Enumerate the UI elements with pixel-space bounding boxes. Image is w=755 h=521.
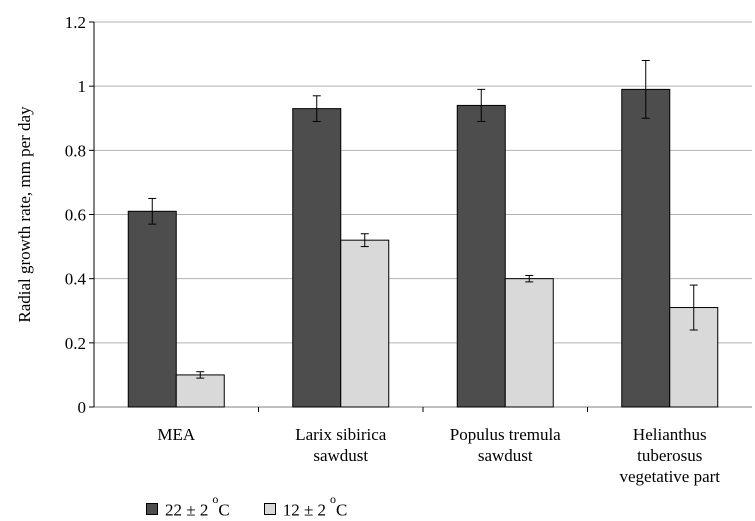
bar-2-3 (504, 278, 554, 408)
legend-item-series-1: 22 ± 2oC (146, 491, 230, 521)
legend: 22 ± 2oC 12 ± 2oC (146, 491, 381, 521)
category-label: Helianthus tuberosus vegetative part (619, 425, 720, 486)
y-tick-label: 0.8 (65, 141, 86, 160)
category-label-line: sawdust (478, 446, 533, 465)
category-label: Larix sibirica sawdust (295, 425, 387, 465)
error-bars (148, 60, 698, 379)
bar-2-1 (175, 374, 225, 408)
category-label: MEA (157, 425, 196, 444)
y-tick-label: 1.2 (65, 13, 86, 32)
category-label-line: MEA (157, 425, 196, 444)
legend-label-series-1: 22 ± 2oC (165, 491, 230, 520)
legend-label-series-2: 12 ± 2oC (282, 491, 348, 520)
bars (127, 88, 719, 408)
category-label-line: Populus tremula (450, 425, 561, 444)
category-label-line: tuberosus (637, 446, 702, 465)
category-label: Populus tremula sawdust (450, 425, 561, 465)
bar-1-3 (456, 104, 506, 408)
y-axis-label: Radial growth rate, mm per day (15, 106, 34, 323)
y-tick-label: 0.6 (65, 206, 86, 225)
y-tick-label: 0.2 (65, 334, 86, 353)
legend-item-series-2: 12 ± 2oC (263, 491, 348, 521)
category-label-line: Helianthus (633, 425, 707, 444)
category-label-line: sawdust (313, 446, 368, 465)
bar-1-1 (127, 210, 177, 408)
y-tick-label: 0.4 (65, 270, 87, 289)
category-labels: MEA Larix sibirica sawdust Populus tremula s… (157, 425, 720, 486)
category-label-line: Larix sibirica (295, 425, 387, 444)
legend-swatch-series-2 (263, 503, 276, 515)
bar-2-2 (340, 239, 390, 408)
bar-1-2 (292, 108, 342, 408)
legend-swatch-series-1 (146, 503, 158, 515)
y-tick-label: 0 (78, 398, 87, 417)
bar-1-4 (621, 88, 671, 408)
y-tick-labels: 0 0.2 0.4 0.6 0.8 1 1.2 (65, 13, 87, 417)
y-tick-label: 1 (78, 77, 87, 96)
category-label-line: vegetative part (619, 467, 720, 486)
